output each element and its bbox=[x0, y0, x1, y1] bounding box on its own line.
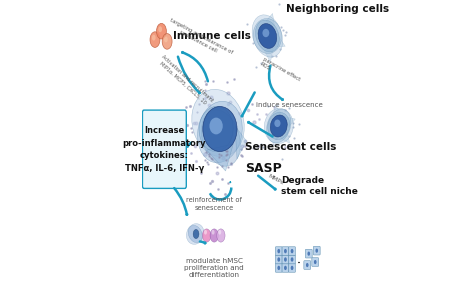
Circle shape bbox=[291, 257, 293, 262]
Circle shape bbox=[193, 230, 199, 238]
Ellipse shape bbox=[199, 106, 233, 152]
Ellipse shape bbox=[274, 119, 281, 127]
Polygon shape bbox=[281, 130, 290, 143]
Circle shape bbox=[284, 266, 287, 270]
Polygon shape bbox=[207, 144, 233, 171]
Circle shape bbox=[291, 266, 293, 270]
Circle shape bbox=[291, 249, 293, 253]
FancyBboxPatch shape bbox=[289, 255, 295, 264]
Ellipse shape bbox=[201, 110, 240, 166]
Circle shape bbox=[284, 257, 287, 262]
FancyBboxPatch shape bbox=[305, 249, 312, 258]
Ellipse shape bbox=[253, 19, 282, 53]
FancyBboxPatch shape bbox=[289, 264, 295, 272]
Polygon shape bbox=[235, 126, 246, 159]
Circle shape bbox=[150, 32, 160, 47]
Ellipse shape bbox=[252, 15, 283, 57]
Circle shape bbox=[308, 251, 310, 256]
Text: Neighboring cells: Neighboring cells bbox=[286, 4, 390, 14]
Text: Immune cells: Immune cells bbox=[173, 31, 251, 41]
Text: modulate hMSC
proliferation and
differentiation: modulate hMSC proliferation and differen… bbox=[184, 258, 244, 278]
Ellipse shape bbox=[255, 20, 279, 52]
Circle shape bbox=[158, 26, 162, 32]
Circle shape bbox=[204, 230, 207, 235]
Ellipse shape bbox=[264, 108, 293, 144]
Circle shape bbox=[315, 248, 318, 253]
Circle shape bbox=[277, 266, 280, 270]
Polygon shape bbox=[273, 105, 281, 116]
Circle shape bbox=[211, 230, 215, 235]
FancyBboxPatch shape bbox=[275, 264, 282, 272]
Ellipse shape bbox=[186, 224, 204, 244]
Ellipse shape bbox=[188, 225, 202, 243]
Text: Increase
pro-inflammatory
cytokines:
TNFα, IL-6, IFN-γ: Increase pro-inflammatory cytokines: TNF… bbox=[123, 126, 206, 172]
Circle shape bbox=[284, 249, 287, 253]
FancyBboxPatch shape bbox=[275, 247, 282, 256]
Text: Degrade
stem cell niche: Degrade stem cell niche bbox=[281, 176, 357, 196]
FancyBboxPatch shape bbox=[304, 261, 310, 269]
Circle shape bbox=[162, 34, 172, 49]
Text: targeting and clearance of
senescence cell: targeting and clearance of senescence ce… bbox=[166, 17, 234, 60]
Ellipse shape bbox=[210, 118, 223, 134]
Circle shape bbox=[306, 263, 309, 267]
Circle shape bbox=[277, 257, 280, 262]
Text: MMPs: MMPs bbox=[266, 174, 283, 186]
Ellipse shape bbox=[192, 89, 244, 157]
Ellipse shape bbox=[198, 101, 242, 163]
Circle shape bbox=[277, 249, 280, 253]
Circle shape bbox=[217, 229, 225, 242]
Ellipse shape bbox=[268, 112, 290, 140]
Polygon shape bbox=[264, 48, 273, 63]
Ellipse shape bbox=[258, 24, 277, 48]
FancyBboxPatch shape bbox=[313, 246, 320, 255]
Circle shape bbox=[202, 229, 211, 242]
Circle shape bbox=[152, 35, 155, 41]
Polygon shape bbox=[285, 117, 295, 129]
Ellipse shape bbox=[270, 115, 287, 137]
FancyBboxPatch shape bbox=[289, 247, 295, 256]
Text: paracrine effect
ROS: paracrine effect ROS bbox=[259, 57, 301, 87]
Circle shape bbox=[156, 23, 166, 39]
Text: induce senescence: induce senescence bbox=[256, 102, 323, 108]
Circle shape bbox=[164, 37, 168, 42]
Polygon shape bbox=[266, 14, 274, 26]
FancyBboxPatch shape bbox=[143, 110, 186, 188]
Ellipse shape bbox=[203, 106, 237, 152]
Text: reinforcement of
senescence: reinforcement of senescence bbox=[186, 197, 242, 211]
Text: SASP: SASP bbox=[246, 161, 283, 175]
FancyBboxPatch shape bbox=[312, 258, 319, 266]
Text: Activation and recruitment
MIP1α, MCP5, CXCL5, 10: Activation and recruitment MIP1α, MCP5, … bbox=[156, 54, 214, 108]
Text: Senescent cells: Senescent cells bbox=[245, 142, 336, 152]
FancyBboxPatch shape bbox=[275, 255, 282, 264]
Circle shape bbox=[218, 230, 221, 235]
FancyBboxPatch shape bbox=[282, 264, 289, 272]
FancyBboxPatch shape bbox=[282, 247, 289, 256]
Circle shape bbox=[210, 229, 219, 242]
Circle shape bbox=[314, 260, 317, 264]
Ellipse shape bbox=[266, 109, 291, 143]
Polygon shape bbox=[273, 34, 285, 47]
Ellipse shape bbox=[263, 29, 269, 37]
FancyBboxPatch shape bbox=[282, 255, 289, 264]
